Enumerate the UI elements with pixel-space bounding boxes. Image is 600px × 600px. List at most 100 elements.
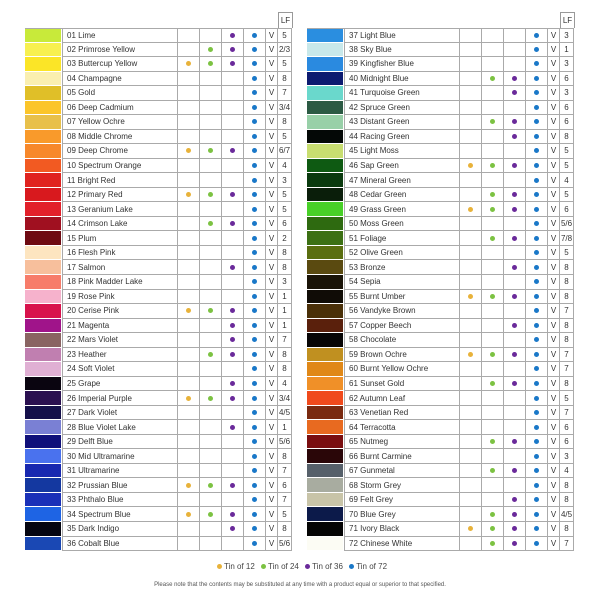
tin-24-cell [200, 231, 222, 246]
v-mark: V [266, 362, 278, 377]
table-row: 65 Nutmeg V 6 [307, 434, 574, 450]
tin-72-dot-icon [534, 424, 539, 430]
lightfastness-value: 4/5 [560, 507, 574, 522]
v-mark: V [548, 492, 560, 508]
table-row: 44 Racing Green V 8 [307, 129, 574, 145]
tin-36-cell [222, 347, 244, 363]
tin-24-dot-icon [208, 351, 213, 357]
pencil-name: 06 Deep Cadmium [62, 100, 178, 116]
pencil-name: 30 Mid Ultramarine [62, 449, 178, 464]
tin-72-cell [244, 100, 266, 116]
color-swatch [25, 158, 62, 174]
tin-24-cell [482, 304, 504, 319]
table-row: 18 Pink Madder Lake V 3 [25, 275, 292, 290]
v-mark: V [548, 29, 560, 43]
pencil-name: 50 Moss Green [344, 216, 460, 232]
color-swatch [307, 275, 344, 290]
tin-36-dot-icon [230, 395, 235, 401]
table-row: 46 Sap Green V 5 [307, 158, 574, 174]
tin-24-cell [200, 536, 222, 552]
tin-36-cell [222, 57, 244, 72]
tin-24-dot-icon [208, 192, 213, 198]
table-row: 04 Champagne V 8 [25, 71, 292, 87]
tin-36-cell [504, 318, 526, 334]
tin-72-cell [526, 86, 548, 101]
tin-12-cell [460, 362, 482, 377]
tin-12-dot-icon [216, 564, 222, 570]
color-swatch [307, 536, 344, 552]
tin-72-cell [244, 158, 266, 174]
tin-72-dot-icon [252, 61, 257, 67]
tin-72-cell [244, 129, 266, 145]
tin-12-dot-icon [186, 61, 191, 67]
color-swatch [25, 115, 62, 130]
tin-12-cell [460, 216, 482, 232]
tin-72-dot-icon [534, 46, 539, 52]
tin-72-cell [526, 187, 548, 203]
tin-36-cell [222, 420, 244, 435]
color-swatch [25, 304, 62, 319]
pencil-name: 52 Olive Green [344, 245, 460, 261]
tin-12-cell [460, 304, 482, 319]
tin-24-dot-icon [208, 395, 213, 401]
tin-72-dot-icon [534, 380, 539, 386]
lf-header: LF [560, 12, 575, 28]
tin-24-cell [482, 100, 504, 116]
tin-72-cell [526, 391, 548, 406]
color-swatch [25, 522, 62, 537]
pencil-name: 09 Deep Chrome [62, 144, 178, 159]
table-row: 20 Cerise Pink V 1 [25, 304, 292, 319]
v-mark: V [266, 405, 278, 421]
tin-36-dot-icon [230, 32, 235, 38]
tin-36-cell [222, 187, 244, 203]
table-row: 55 Burnt Umber V 8 [307, 289, 574, 305]
v-mark: V [548, 260, 560, 275]
pencil-name: 01 Lime [62, 29, 178, 43]
tin-72-cell [526, 536, 548, 552]
tin-72-cell [244, 449, 266, 464]
v-mark: V [548, 202, 560, 217]
tin-12-cell [460, 42, 482, 58]
lightfastness-value: 5/6 [278, 536, 292, 552]
tin-24-cell [200, 71, 222, 87]
pencil-name: 11 Bright Red [62, 173, 178, 188]
tin-36-dot-icon [230, 511, 235, 517]
pencil-name: 72 Chinese White [344, 536, 460, 552]
tin-24-cell [200, 245, 222, 261]
tin-72-cell [244, 260, 266, 275]
v-mark: V [266, 144, 278, 159]
lightfastness-value: 8 [560, 129, 574, 145]
tin-12-cell [178, 347, 200, 363]
tin-24-cell [200, 391, 222, 406]
tin-72-cell [244, 231, 266, 246]
tin-24-dot-icon [208, 61, 213, 67]
tin-72-cell [244, 71, 266, 87]
tin-36-cell [222, 275, 244, 290]
tin-72-dot-icon [252, 250, 257, 256]
lightfastness-value: 3 [278, 173, 292, 188]
tin-72-dot-icon [252, 322, 257, 328]
tin-24-cell [482, 86, 504, 101]
tin-24-dot-icon [261, 564, 267, 570]
table-row: 35 Dark Indigo V 8 [25, 522, 292, 537]
tin-24-cell [482, 420, 504, 435]
tin-24-cell [200, 275, 222, 290]
color-swatch [307, 158, 344, 174]
tin-12-dot-icon [468, 206, 473, 212]
tin-24-dot-icon [208, 511, 213, 517]
tin-12-cell [460, 405, 482, 421]
color-swatch [25, 260, 62, 275]
v-mark: V [548, 463, 560, 479]
tin-12-cell [178, 405, 200, 421]
v-mark: V [548, 187, 560, 203]
lightfastness-value: 3 [560, 57, 574, 72]
tin-24-cell [200, 86, 222, 101]
pencil-name: 64 Terracotta [344, 420, 460, 435]
tin-24-cell [482, 173, 504, 188]
tin-36-dot-icon [512, 540, 517, 546]
pencil-name: 53 Bronze [344, 260, 460, 275]
tin-36-dot-icon [512, 163, 517, 169]
pencil-name: 18 Pink Madder Lake [62, 275, 178, 290]
tin-36-cell [504, 275, 526, 290]
color-swatch [307, 318, 344, 334]
